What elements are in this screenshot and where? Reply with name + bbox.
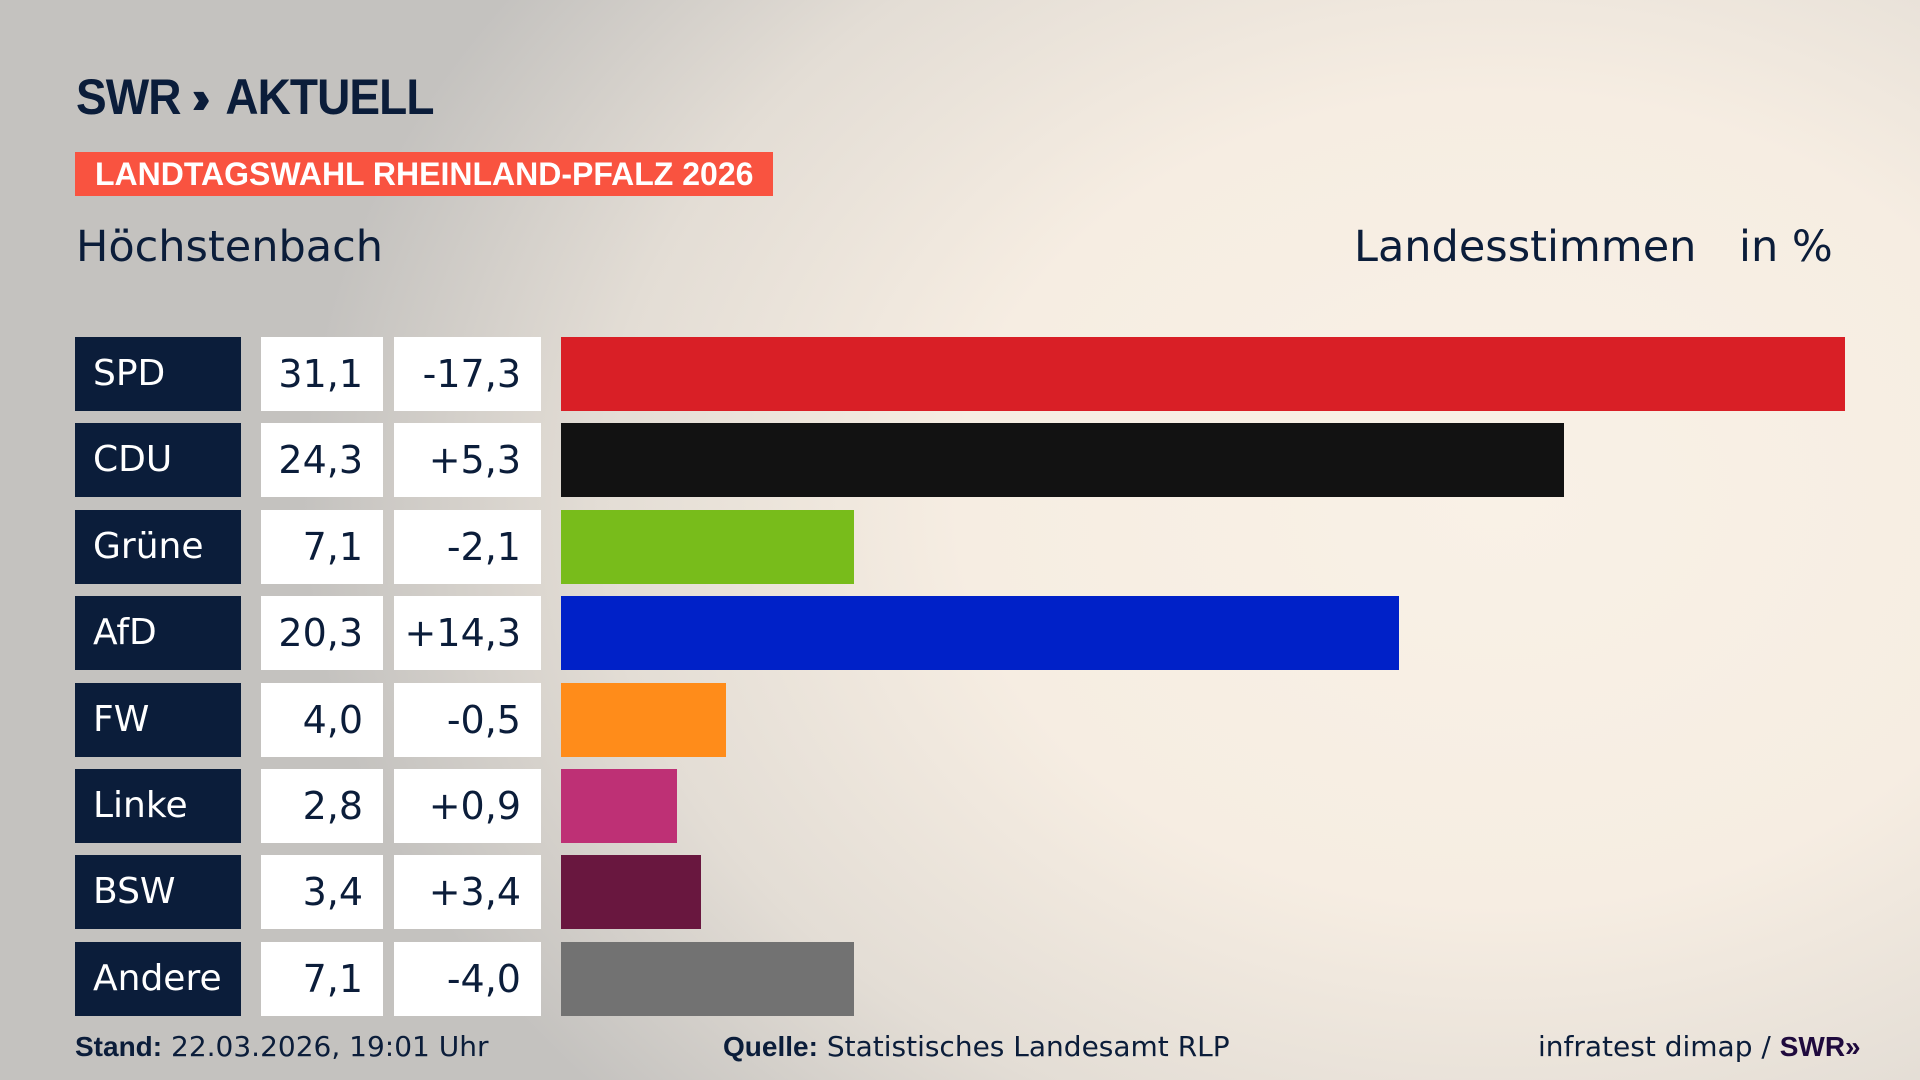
election-banner: LANDTAGSWAHL RHEINLAND-PFALZ 2026 (75, 152, 774, 196)
party-label: SPD (75, 337, 241, 411)
logo-brand: SWR (76, 69, 181, 125)
change-label: +14,3 (394, 596, 541, 671)
unit-label: in % (1739, 222, 1833, 272)
bar-cdu (561, 423, 1565, 498)
party-label: CDU (75, 423, 241, 498)
value-label: 7,1 (261, 509, 383, 584)
value-label: 31,1 (261, 337, 383, 411)
stand-value: 22.03.2026, 19:01 Uhr (171, 1030, 489, 1063)
timestamp: Stand: 22.03.2026, 19:01 Uhr (75, 1030, 488, 1063)
value-label: 7,1 (261, 941, 383, 1016)
credit: infratest dimap / SWR» (1538, 1030, 1861, 1063)
value-label: 3,4 (261, 855, 383, 930)
bar-afd (561, 596, 1400, 671)
swr-small-logo: SWR» (1779, 1031, 1861, 1062)
value-label: 20,3 (261, 596, 383, 671)
bar-spd (561, 337, 1845, 411)
bar-andere (561, 941, 855, 1016)
measure-label: Landesstimmen (1354, 222, 1697, 272)
change-label: +5,3 (394, 423, 541, 498)
logo-suffix: AKTUELL (225, 69, 434, 125)
party-label: Grüne (75, 509, 241, 584)
stand-label: Stand: (75, 1031, 163, 1062)
party-label: FW (75, 682, 241, 757)
change-label: +0,9 (394, 769, 541, 843)
change-label: -4,0 (394, 941, 541, 1016)
chevron-icon: ›› (191, 71, 211, 123)
value-label: 24,3 (261, 423, 383, 498)
party-label: Andere (75, 941, 241, 1016)
change-label: -2,1 (394, 509, 541, 584)
change-label: +3,4 (394, 855, 541, 930)
value-label: 2,8 (261, 769, 383, 843)
source-value: Statistisches Landesamt RLP (826, 1030, 1230, 1063)
bar-fw (561, 682, 727, 757)
region-title: Höchstenbach (76, 222, 384, 272)
bar-linke (561, 769, 677, 843)
party-label: BSW (75, 855, 241, 930)
source-label: Quelle: (723, 1031, 818, 1062)
change-label: -17,3 (394, 337, 541, 411)
party-label: AfD (75, 596, 241, 671)
source: Quelle: Statistisches Landesamt RLP (723, 1030, 1230, 1063)
credit-text: infratest dimap / (1538, 1030, 1771, 1063)
party-label: Linke (75, 769, 241, 843)
change-label: -0,5 (394, 682, 541, 757)
value-label: 4,0 (261, 682, 383, 757)
bar-grüne (561, 509, 855, 584)
swr-aktuell-logo: SWR ›› AKTUELL (76, 68, 434, 126)
bar-bsw (561, 855, 702, 930)
